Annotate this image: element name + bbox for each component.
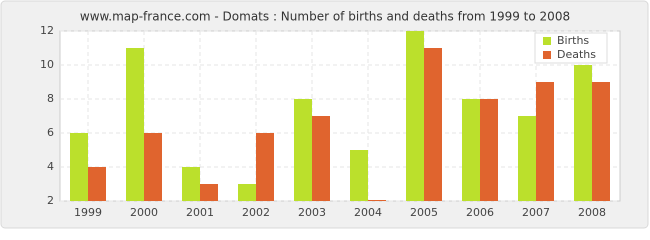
y-tick-label: 8 xyxy=(47,92,54,105)
legend-label: Births xyxy=(557,34,589,47)
bar xyxy=(518,116,536,201)
chart: www.map-france.com - Domats : Number of … xyxy=(0,0,649,229)
y-tick-label: 10 xyxy=(40,58,54,71)
bar xyxy=(312,116,330,201)
bar xyxy=(350,150,368,201)
legend-swatch xyxy=(543,51,551,59)
bar xyxy=(480,99,498,201)
bar xyxy=(144,133,162,201)
bar xyxy=(182,167,200,201)
x-tick-label: 2003 xyxy=(298,206,326,219)
bar xyxy=(200,184,218,201)
x-tick-label: 2008 xyxy=(578,206,606,219)
bar xyxy=(462,99,480,201)
x-tick-label: 2006 xyxy=(466,206,494,219)
legend-label: Deaths xyxy=(557,48,596,61)
x-tick-label: 2007 xyxy=(522,206,550,219)
bar xyxy=(574,65,592,201)
bar xyxy=(368,200,386,201)
bar xyxy=(592,82,610,201)
x-tick-label: 2002 xyxy=(242,206,270,219)
chart-title: www.map-france.com - Domats : Number of … xyxy=(80,10,570,24)
y-tick-label: 4 xyxy=(47,160,54,173)
bar xyxy=(70,133,88,201)
bar xyxy=(406,31,424,201)
y-tick-label: 12 xyxy=(40,24,54,37)
bar xyxy=(238,184,256,201)
x-tick-label: 2000 xyxy=(130,206,158,219)
x-tick-label: 2004 xyxy=(354,206,382,219)
y-tick-label: 6 xyxy=(47,126,54,139)
x-tick-label: 1999 xyxy=(74,206,102,219)
bar xyxy=(256,133,274,201)
legend-swatch xyxy=(543,37,551,45)
bar xyxy=(294,99,312,201)
bar xyxy=(536,82,554,201)
bar xyxy=(424,48,442,201)
x-tick-label: 2001 xyxy=(186,206,214,219)
bar xyxy=(126,48,144,201)
y-tick-label: 2 xyxy=(47,194,54,207)
bar xyxy=(88,167,106,201)
x-tick-label: 2005 xyxy=(410,206,438,219)
